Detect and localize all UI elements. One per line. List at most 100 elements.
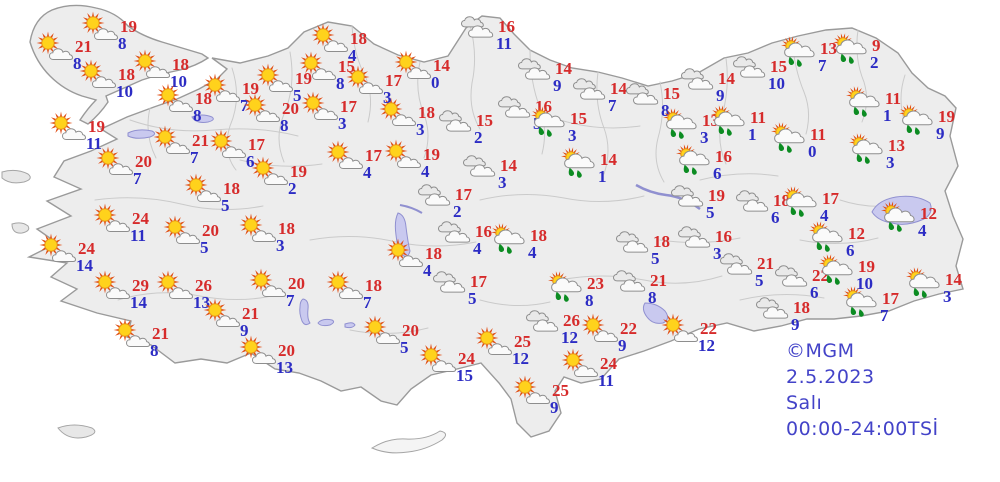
low-temp: 11: [496, 34, 513, 53]
cloudy-icon: [615, 231, 649, 253]
high-temp: 18: [530, 226, 547, 245]
high-temp: 21: [152, 324, 169, 343]
low-temp: 3: [276, 236, 285, 255]
sun-with-cloud-icon: [251, 156, 289, 185]
high-temp: 15: [663, 84, 680, 103]
low-temp: 13: [276, 358, 293, 377]
sun-with-cloud-icon: [49, 111, 87, 140]
high-temp: 29: [132, 276, 149, 295]
high-temp: 20: [402, 321, 419, 340]
sun-with-cloud-icon: [256, 63, 294, 92]
high-temp: 16: [715, 227, 732, 246]
sun-with-cloud-icon: [133, 49, 171, 78]
low-temp: 9: [618, 336, 627, 355]
sun-with-cloud-icon: [384, 139, 422, 168]
sun-cloud-rain-icon: [663, 108, 697, 139]
high-temp: 17: [882, 289, 899, 308]
sun-with-cloud-icon: [581, 313, 619, 342]
high-temp: 15: [476, 111, 493, 130]
high-temp: 13: [820, 39, 837, 58]
sun-cloud-rain-icon: [491, 223, 525, 254]
cloudy-icon: [438, 110, 472, 132]
sun-with-cloud-icon: [379, 97, 417, 126]
high-temp: 19: [290, 162, 307, 181]
high-temp: 13: [702, 111, 719, 130]
low-temp: 6: [713, 164, 722, 183]
high-temp: 19: [938, 107, 955, 126]
high-temp: 17: [470, 272, 487, 291]
high-temp: 17: [248, 135, 265, 154]
high-temp: 9: [872, 36, 881, 55]
low-temp: 7: [240, 96, 249, 115]
sun-with-cloud-icon: [203, 298, 241, 327]
low-temp: 6: [810, 283, 819, 302]
low-temp: 0: [808, 142, 817, 161]
date-label: 2.5.2023: [786, 366, 875, 388]
high-temp: 11: [810, 125, 827, 144]
high-temp: 24: [132, 209, 149, 228]
low-temp: 4: [918, 221, 927, 240]
high-temp: 14: [555, 59, 572, 78]
low-temp: 2: [453, 202, 462, 221]
sun-with-cloud-icon: [93, 203, 131, 232]
low-temp: 7: [133, 169, 142, 188]
low-temp: 9: [550, 398, 559, 417]
sun-with-cloud-icon: [81, 11, 119, 40]
sun-with-cloud-icon: [326, 270, 364, 299]
low-temp: 9: [716, 86, 725, 105]
low-temp: 9: [936, 124, 945, 143]
low-temp: 10: [170, 72, 187, 91]
sun-with-cloud-icon: [79, 59, 117, 88]
cloudy-icon: [625, 83, 659, 105]
low-temp: 1: [598, 167, 607, 186]
high-temp: 17: [455, 185, 472, 204]
sun-with-cloud-icon: [93, 270, 131, 299]
low-temp: 5: [706, 203, 715, 222]
cloudy-icon: [497, 96, 531, 118]
hirfanli-reservoir: [399, 204, 423, 214]
high-temp: 15: [338, 57, 355, 76]
lake-beysehir: [317, 318, 335, 327]
high-temp: 26: [563, 311, 580, 330]
lake-terkos: [191, 114, 214, 123]
high-temp: 20: [202, 221, 219, 240]
sun-with-cloud-icon: [475, 326, 513, 355]
high-temp: 18: [365, 276, 382, 295]
low-temp: 13: [193, 293, 210, 312]
sun-cloud-rain-icon: [833, 33, 867, 64]
high-temp: 20: [282, 99, 299, 118]
high-temp: 11: [885, 89, 902, 108]
sun-cloud-rain-icon: [906, 267, 940, 298]
high-temp: 14: [500, 156, 517, 175]
ataturk-reservoir: [642, 302, 669, 324]
high-temp: 18: [425, 244, 442, 263]
low-temp: 3: [700, 128, 709, 147]
high-temp: 18: [278, 219, 295, 238]
high-temp: 25: [552, 381, 569, 400]
low-temp: 7: [190, 148, 199, 167]
high-temp: 16: [498, 17, 515, 36]
low-temp: 9: [791, 315, 800, 334]
high-temp: 16: [715, 147, 732, 166]
high-temp: 19: [88, 117, 105, 136]
low-temp: 4: [363, 163, 372, 182]
sun-with-cloud-icon: [39, 233, 77, 262]
low-temp: 8: [585, 291, 594, 310]
low-temp: 3: [943, 287, 952, 306]
cloudy-icon: [525, 310, 559, 332]
low-temp: 8: [661, 101, 670, 120]
low-temp: 8: [193, 106, 202, 125]
low-temp: 10: [768, 74, 785, 93]
low-temp: 5: [651, 249, 660, 268]
islands: [1, 169, 446, 454]
cyprus-island: [370, 430, 446, 454]
low-temp: 3: [568, 126, 577, 145]
high-temp: 26: [195, 276, 212, 295]
low-temp: 11: [598, 371, 615, 390]
low-temp: 5: [755, 271, 764, 290]
low-temp: 5: [200, 238, 209, 257]
high-temp: 24: [78, 239, 95, 258]
island-chios: [11, 222, 30, 234]
cloudy-icon: [437, 221, 471, 243]
